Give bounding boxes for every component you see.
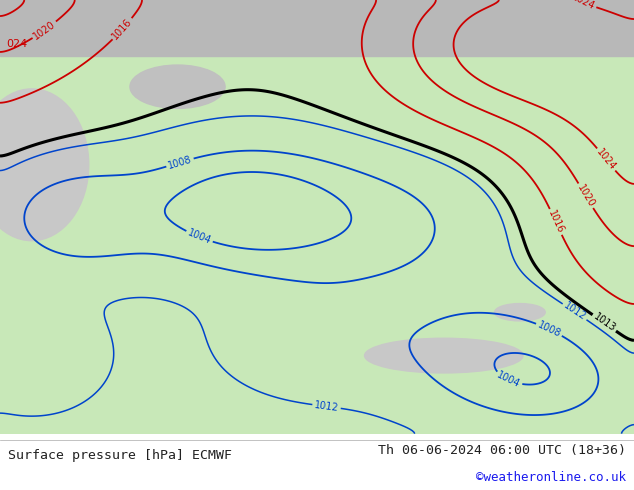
Text: 1020: 1020 [32,19,58,41]
Text: 1008: 1008 [536,319,562,339]
Text: 1008: 1008 [167,154,193,171]
Text: 1016: 1016 [546,209,566,235]
Text: 1020: 1020 [575,183,597,209]
Ellipse shape [0,89,89,241]
Text: 1012: 1012 [314,400,339,413]
Text: 024: 024 [6,39,28,49]
Ellipse shape [130,65,225,108]
Ellipse shape [495,303,545,321]
Text: 1012: 1012 [562,301,588,323]
Ellipse shape [365,338,523,373]
Text: 1004: 1004 [496,370,522,390]
Text: 1024: 1024 [595,147,618,172]
Text: Th 06-06-2024 06:00 UTC (18+36): Th 06-06-2024 06:00 UTC (18+36) [378,444,626,457]
Text: 1004: 1004 [186,228,212,246]
Text: 1013: 1013 [592,312,618,334]
Text: 1016: 1016 [110,17,134,42]
Text: 1024: 1024 [570,0,597,12]
Text: Surface pressure [hPa] ECMWF: Surface pressure [hPa] ECMWF [8,448,231,462]
Text: ©weatheronline.co.uk: ©weatheronline.co.uk [476,471,626,484]
Bar [0,0,634,56]
